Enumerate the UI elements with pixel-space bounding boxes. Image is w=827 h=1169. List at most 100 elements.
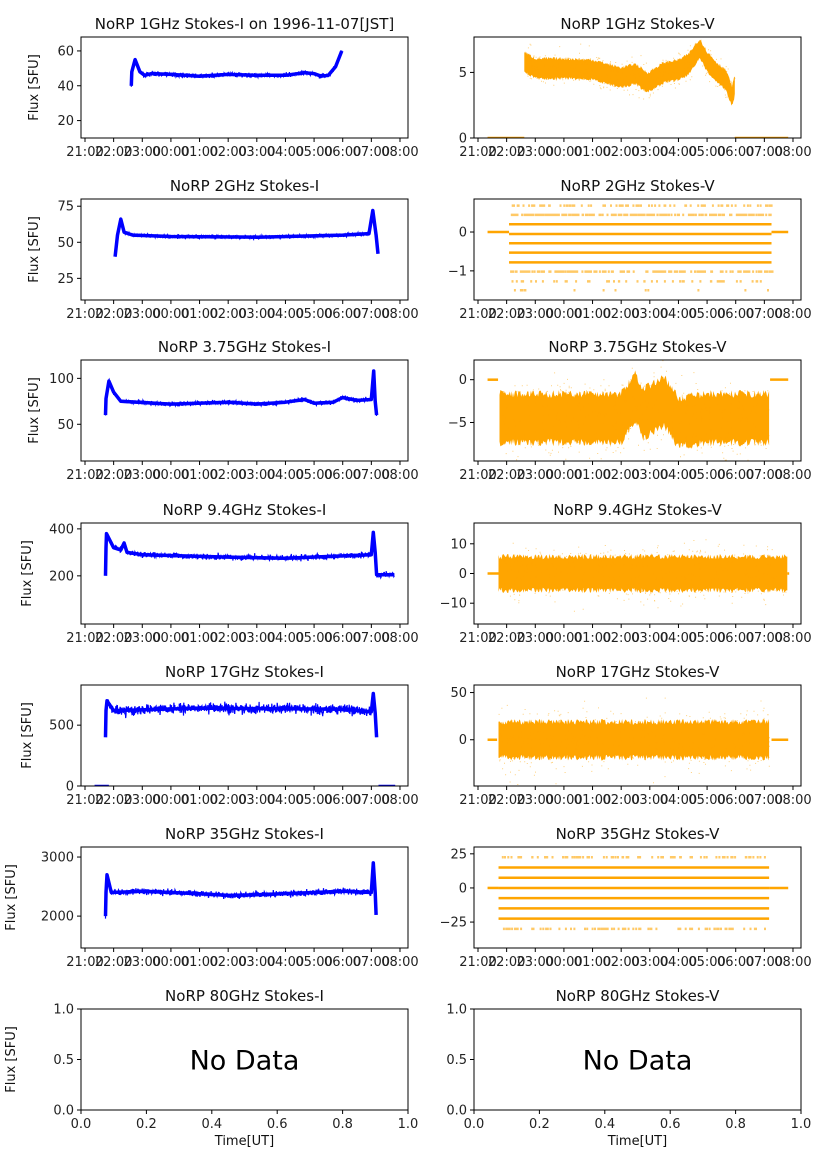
y-tick-label: 2000 (41, 910, 74, 925)
x-tick-label: 21:00 (459, 955, 496, 970)
x-tick-label: 06:00 (324, 468, 361, 483)
x-tick-label: 08:00 (381, 955, 418, 970)
x-tick-label: 21:00 (459, 145, 496, 160)
x-tick-label: 02:00 (209, 468, 246, 483)
noise-trace (114, 210, 379, 258)
x-tick-label: 04:00 (267, 468, 304, 483)
x-tick-label: 03:00 (631, 955, 668, 970)
x-tick-label: 22:00 (488, 468, 525, 483)
x-tick-label: 08:00 (774, 631, 811, 646)
x-tick-label: 07:00 (353, 955, 390, 970)
x-tick-label: 02:00 (602, 307, 639, 322)
scatter-band (524, 39, 735, 106)
y-tick-label: 60 (57, 44, 74, 59)
y-tick-label: 0 (459, 567, 467, 582)
scatter-points (524, 39, 736, 101)
x-tick-label: 23:00 (517, 793, 554, 808)
x-tick-label: 03:00 (238, 468, 275, 483)
x-tick-label: 08:00 (381, 145, 418, 160)
y-axis-label: Flux [SFU] (4, 864, 19, 931)
axes-frame (80, 522, 409, 625)
x-tick-label: 23:00 (124, 793, 161, 808)
no-data-annotation: No Data (583, 1046, 693, 1077)
subplot-title: NoRP 80GHz Stokes-V (556, 987, 721, 1005)
x-tick-label: 22:00 (95, 145, 132, 160)
x-tick-label: 03:00 (631, 145, 668, 160)
x-tick-label: 01:00 (181, 307, 218, 322)
axes-frame (473, 198, 802, 301)
x-tick-label: 03:00 (631, 307, 668, 322)
x-tick-label: 05:00 (295, 793, 332, 808)
x-tick-label: 07:00 (746, 793, 783, 808)
x-tick-label: 22:00 (488, 955, 525, 970)
plot-area (487, 697, 789, 785)
x-tick-label: 07:00 (746, 468, 783, 483)
subplot-title: NoRP 9.4GHz Stokes-V (553, 501, 722, 519)
axes-frame (80, 198, 409, 301)
axes-frame (473, 684, 802, 787)
series-line (113, 208, 380, 257)
plot-area (487, 855, 789, 931)
x-tick-label: 01:00 (181, 468, 218, 483)
x-tick-label: 00:00 (545, 955, 582, 970)
x-tick-label: 02:00 (209, 145, 246, 160)
x-tick-label: 02:00 (209, 955, 246, 970)
x-tick-label: 21:00 (66, 955, 103, 970)
x-tick-label: 23:00 (517, 307, 554, 322)
x-tick-label: 04:00 (660, 793, 697, 808)
axes-frame (80, 359, 409, 462)
y-tick-label: 0 (459, 132, 467, 147)
subplot-5: 50 100 21:0022:0023:0000:0001:0002:0003:00… (27, 338, 419, 483)
plot-area (487, 204, 789, 292)
x-tick-label: 00:00 (152, 145, 189, 160)
x-tick-label: 06:00 (324, 631, 361, 646)
subplot-7: 200 400 21:0022:0023:0000:0001:0002:0003:0… (20, 501, 419, 646)
y-tick-label: 0.5 (53, 1053, 74, 1068)
plot-area (129, 50, 344, 87)
x-tick-label: 1.0 (398, 1117, 419, 1132)
subplot-title: NoRP 35GHz Stokes-V (556, 825, 721, 843)
x-tick-label: 21:00 (66, 307, 103, 322)
subplot-title: NoRP 3.75GHz Stokes-V (548, 338, 727, 356)
subplot-14: No Data 0.0 0.5 1.0 0.0 0.2 0.4 0.6 0.8 1.0 Time[U… (446, 987, 811, 1149)
x-tick-label: 08:00 (381, 631, 418, 646)
x-tick-label: 21:00 (66, 631, 103, 646)
x-tick-label: 02:00 (209, 793, 246, 808)
x-tick-label: 0.2 (136, 1117, 157, 1132)
y-tick-label: 10 (450, 537, 467, 552)
x-tick-label: 02:00 (209, 307, 246, 322)
x-tick-label: 0.0 (71, 1117, 92, 1132)
y-axis-label: Flux [SFU] (20, 702, 35, 769)
x-tick-label: 03:00 (238, 955, 275, 970)
x-tick-label: 00:00 (545, 468, 582, 483)
x-tick-label: 23:00 (517, 145, 554, 160)
x-tick-label: 0.2 (529, 1117, 550, 1132)
y-tick-label: 0.0 (446, 1104, 467, 1119)
x-tick-label: 06:00 (717, 631, 754, 646)
subplot-10: 0 50 21:0022:0023:0000:0001:0002:0003:0004… (450, 663, 811, 808)
subplot-1: 20 40 60 21:0022:0023:0000:0001:0002:0003:0… (27, 15, 419, 160)
x-tick-label: 03:00 (238, 307, 275, 322)
x-tick-label: 0.4 (201, 1117, 222, 1132)
x-tick-label: 01:00 (574, 793, 611, 808)
x-tick-label: 06:00 (717, 793, 754, 808)
noise-trace (130, 50, 343, 87)
x-tick-label: 05:00 (688, 793, 725, 808)
y-tick-label: 0.5 (446, 1053, 467, 1068)
x-tick-label: 22:00 (488, 145, 525, 160)
subplot-title: NoRP 9.4GHz Stokes-I (163, 501, 327, 519)
subplot-title: NoRP 35GHz Stokes-I (165, 825, 324, 843)
x-tick-label: 04:00 (267, 307, 304, 322)
axes-frame (80, 684, 409, 787)
x-tick-label: 08:00 (774, 307, 811, 322)
x-tick-label: 22:00 (488, 793, 525, 808)
scatter-points (498, 697, 770, 785)
x-tick-label: 08:00 (774, 145, 811, 160)
x-tick-label: 06:00 (324, 955, 361, 970)
y-tick-label: 400 (49, 522, 74, 537)
scatter-band (499, 370, 770, 449)
x-tick-label: 01:00 (181, 955, 218, 970)
noise-trace (104, 372, 378, 416)
subplot-13: No Data 0.0 0.5 1.0 0.0 0.2 0.4 0.6 0.8 1.0 Time[U… (4, 987, 418, 1149)
